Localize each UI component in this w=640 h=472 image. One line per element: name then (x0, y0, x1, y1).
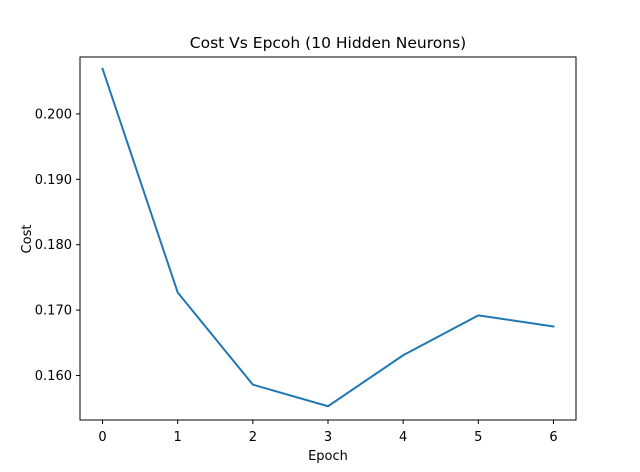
y-tick-label: 0.200 (35, 107, 72, 122)
x-tick-label: 3 (324, 430, 332, 445)
y-axis: 0.160 0.170 0.180 0.190 0.200 (35, 107, 80, 384)
x-tick-label: 0 (98, 430, 106, 445)
y-tick-label: 0.170 (35, 304, 72, 319)
x-tick-label: 6 (549, 430, 557, 445)
x-axis: 0 1 2 3 4 5 6 (98, 420, 558, 445)
chart-title: Cost Vs Epcoh (10 Hidden Neurons) (190, 34, 466, 52)
plot-area (79, 56, 577, 421)
y-tick-label: 0.180 (35, 238, 72, 253)
plot-frame (79, 56, 577, 421)
x-tick-label: 4 (399, 430, 407, 445)
y-axis-label: Cost (20, 225, 35, 254)
series-layer (101, 67, 555, 408)
y-tick-label: 0.190 (35, 173, 72, 188)
cost-series-line (101, 67, 555, 408)
y-tick-label: 0.160 (35, 369, 72, 384)
x-tick-label: 1 (174, 430, 182, 445)
x-axis-label: Epoch (308, 449, 348, 464)
x-tick-label: 5 (474, 430, 482, 445)
x-tick-label: 2 (249, 430, 257, 445)
